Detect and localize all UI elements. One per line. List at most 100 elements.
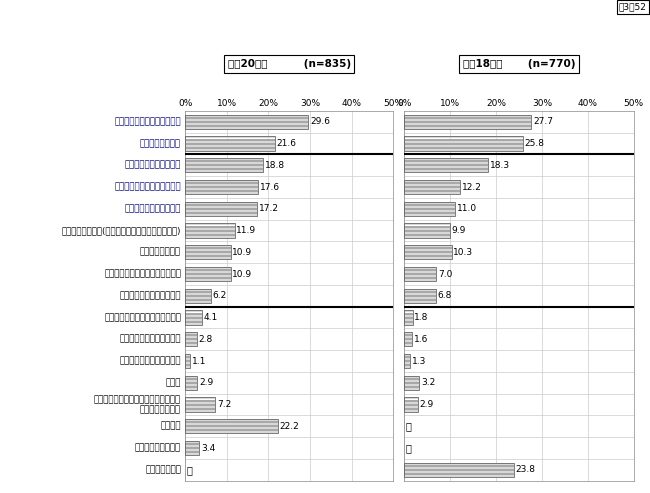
Bar [404,158,488,160]
Bar [185,366,190,368]
Bar [404,313,413,315]
Bar [404,251,452,253]
Bar [185,384,198,386]
Bar [404,293,436,295]
Bar [185,115,308,129]
Text: 9.9: 9.9 [452,226,466,235]
Bar [404,467,514,469]
Bar [404,269,436,271]
Bar [185,277,231,279]
Bar [404,158,488,173]
Text: 10.9: 10.9 [232,248,252,257]
Text: 図3－52: 図3－52 [619,2,647,11]
Text: プライバシー等への配慮: プライバシー等への配慮 [125,204,181,213]
Bar [404,190,460,192]
Text: そっとしておいてもらうこと: そっとしておいてもらうこと [114,117,181,126]
Bar [185,291,211,293]
Bar [185,332,197,334]
Bar [404,255,452,257]
Bar [404,320,413,322]
Bar [404,340,411,342]
Bar [185,419,278,433]
Bar [185,431,278,433]
Bar [185,340,197,342]
Bar [404,473,514,475]
Bar [185,188,259,190]
Bar [185,125,308,127]
Bar [404,408,417,410]
Text: 2.9: 2.9 [199,378,213,387]
Bar [185,232,235,234]
Bar [185,212,257,214]
Bar [185,362,190,364]
Bar [404,115,532,129]
Bar [404,142,523,144]
Bar [185,236,235,238]
Bar [185,297,211,299]
Bar [185,182,259,184]
Bar [404,223,450,238]
Bar [185,388,198,390]
Text: 2.9: 2.9 [419,400,434,409]
Bar [404,162,488,164]
Bar [404,180,460,182]
Text: 7.0: 7.0 [438,270,452,279]
Bar [404,356,410,358]
Bar [185,267,231,281]
Bar [185,180,259,182]
Bar [404,362,410,364]
Bar [185,117,308,119]
Bar [404,360,410,362]
Bar [185,139,275,141]
Bar [185,257,231,259]
Bar [185,360,190,362]
Bar [404,123,532,125]
Bar [185,271,231,273]
Bar [185,158,263,173]
Bar [185,214,257,216]
Bar [404,364,410,366]
Bar [404,475,514,477]
Bar [185,376,198,390]
Bar [185,127,308,129]
Text: 23.8: 23.8 [515,465,536,474]
Bar [404,338,411,340]
Bar [185,441,200,455]
Text: 25.8: 25.8 [525,139,545,148]
Bar [404,336,411,338]
Bar [185,164,263,166]
Bar [185,447,200,449]
Bar [404,295,436,297]
Bar [185,334,197,336]
Text: 17.2: 17.2 [259,204,278,213]
Bar [185,449,200,451]
Bar [404,180,460,194]
Bar [185,141,275,142]
Bar [404,232,450,234]
Bar [185,338,197,340]
Bar [185,253,231,255]
Bar [185,230,235,232]
Bar [404,378,419,380]
Bar [404,271,436,273]
Bar [185,332,197,347]
Bar [185,354,190,356]
Bar [185,397,215,412]
Bar [404,380,419,382]
Bar [404,249,452,251]
Bar [185,223,235,238]
Text: 2.8: 2.8 [198,335,213,344]
Bar [404,127,532,129]
Bar [404,289,436,291]
Bar [185,427,278,429]
Bar [185,255,231,257]
Bar [404,277,436,279]
Text: 3.2: 3.2 [421,378,435,387]
Bar [185,202,257,204]
Bar [185,279,231,281]
Bar [185,342,197,344]
Bar [404,376,419,378]
Bar [185,234,235,236]
Bar [185,160,263,162]
Text: 18.8: 18.8 [265,161,285,170]
